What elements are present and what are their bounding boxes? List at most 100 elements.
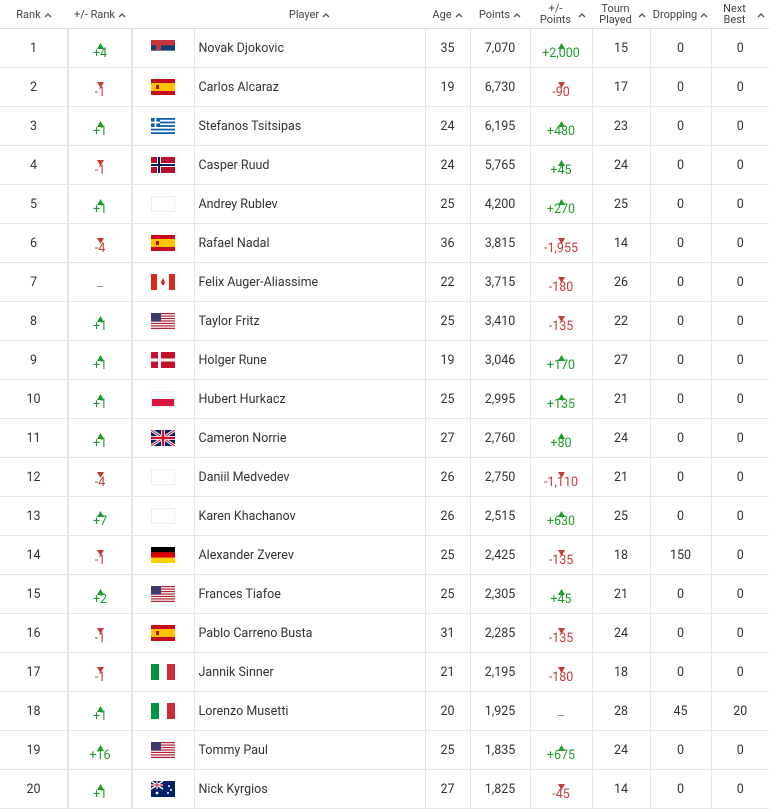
cell: 13 [0, 496, 68, 536]
cell: 5,765 [469, 145, 530, 185]
cell-text: 19 [440, 352, 455, 368]
cell: +1 [67, 184, 132, 224]
icon-part [151, 436, 176, 440]
flag-cell [131, 652, 194, 692]
cell-text: 19 [440, 79, 455, 95]
icon-part [151, 598, 176, 600]
flag [133, 391, 194, 407]
cell-text: Cameron Norrie [198, 430, 287, 446]
cell: 25 [424, 535, 470, 575]
icon [151, 430, 176, 446]
cell: Casper Ruud [193, 145, 425, 185]
cell: 14 [0, 535, 68, 575]
cell-text: 26 [613, 274, 629, 290]
cell: 0 [710, 730, 769, 770]
cell: 0 [710, 457, 769, 497]
cell: Alexander Zverev [193, 535, 425, 575]
change-arrow [96, 429, 104, 439]
table-body: 1 +4 Novak Djokovic 35 7,070 +2,000 15 0 0 2 -1 Car… [0, 28, 769, 809]
cell-text: 27 [440, 430, 455, 446]
cell: 14 [591, 223, 650, 263]
change: +1 [69, 349, 131, 372]
table-header: Rank +/- Rank Player Age Points +/- Points Tou… [0, 0, 769, 29]
icon-part [513, 12, 521, 18]
cell-text: 19 [26, 742, 41, 758]
cell-text: Carlos Alcaraz [198, 79, 279, 95]
icon-part [96, 120, 104, 127]
icon-part [578, 12, 585, 18]
icon [151, 352, 176, 368]
icon-part [169, 274, 176, 290]
icon [700, 12, 708, 18]
cell: 0 [649, 613, 711, 653]
cell-text: 21 [613, 391, 629, 407]
header-label: Age [432, 7, 452, 21]
flag [133, 430, 194, 446]
cell-text: 0 [736, 391, 744, 407]
change-value: -180 [548, 669, 574, 685]
cell-text: 0 [736, 469, 744, 485]
icon-part [151, 552, 176, 558]
icon [151, 469, 176, 485]
icon-part [151, 123, 176, 126]
cell-text: Lorenzo Musetti [198, 703, 289, 719]
icon-part [151, 358, 176, 362]
cell-text: 7 [29, 274, 38, 290]
table-row: 15 +2 Frances Tiafoe 25 2,305 +45 21 0 0 [0, 574, 769, 614]
icon [557, 783, 565, 790]
cell: -1,955 [529, 223, 592, 263]
icon-part [96, 783, 104, 790]
flag-cell [131, 769, 194, 809]
cell-text: 3,815 [484, 235, 516, 251]
icon [96, 120, 104, 127]
icon [96, 705, 104, 712]
icon-part [151, 600, 176, 602]
icon [557, 120, 565, 127]
icon [151, 235, 176, 251]
icon-part [151, 557, 176, 563]
header-cell: Rank [0, 0, 68, 29]
icon-part [156, 85, 160, 89]
cell-text: 27 [440, 781, 455, 797]
change: +675 [531, 739, 592, 762]
icon [96, 315, 104, 322]
icon-part [557, 783, 565, 790]
change: -1 [69, 76, 131, 99]
table-row: 9 +1 Holger Rune 19 3,046 +170 27 0 0 [0, 340, 769, 380]
header-row: Rank +/- Rank Player Age Points +/- Points Tou… [0, 0, 769, 29]
change-value: +45 [550, 591, 572, 607]
table-row: 3 +1 Stefanos Tsitsipas 24 6,195 +480 23 0 0 [0, 106, 769, 146]
icon-part [44, 12, 52, 18]
icon [151, 742, 176, 758]
icon-part [151, 315, 176, 317]
cell-text: Hubert Hurkacz [198, 391, 286, 407]
icon-part [151, 50, 176, 56]
cell-text: 0 [736, 781, 744, 797]
header-cell: Points [470, 0, 530, 29]
cell-text: 0 [736, 625, 744, 641]
cell: 18 [591, 652, 650, 692]
icon [151, 703, 176, 719]
icon [151, 391, 176, 407]
change-value: +1 [92, 435, 108, 451]
change-value: -1 [94, 552, 106, 568]
flag-cell [131, 223, 194, 263]
flag-cell [131, 574, 194, 614]
cell-text: Andrey Rublev [198, 196, 278, 212]
cell-text: Jannik Sinner [198, 664, 274, 680]
change-arrow [96, 507, 104, 517]
cell: -1 [67, 652, 132, 692]
cell: 0 [710, 67, 769, 107]
cell-text: Felix Auger-Aliassime [198, 274, 319, 290]
flag [133, 79, 194, 95]
table-row: 2 -1 Carlos Alcaraz 19 6,730 -90 17 0 0 [0, 67, 769, 107]
icon-part [156, 631, 160, 635]
icon-part [557, 315, 565, 322]
cell-text: 0 [736, 664, 744, 680]
cell-text: 3,046 [484, 352, 516, 368]
icon [557, 471, 565, 478]
flag [133, 235, 194, 251]
cell: Andrey Rublev [193, 184, 425, 224]
change-arrow [557, 156, 565, 166]
change-value: -1 [94, 669, 106, 685]
